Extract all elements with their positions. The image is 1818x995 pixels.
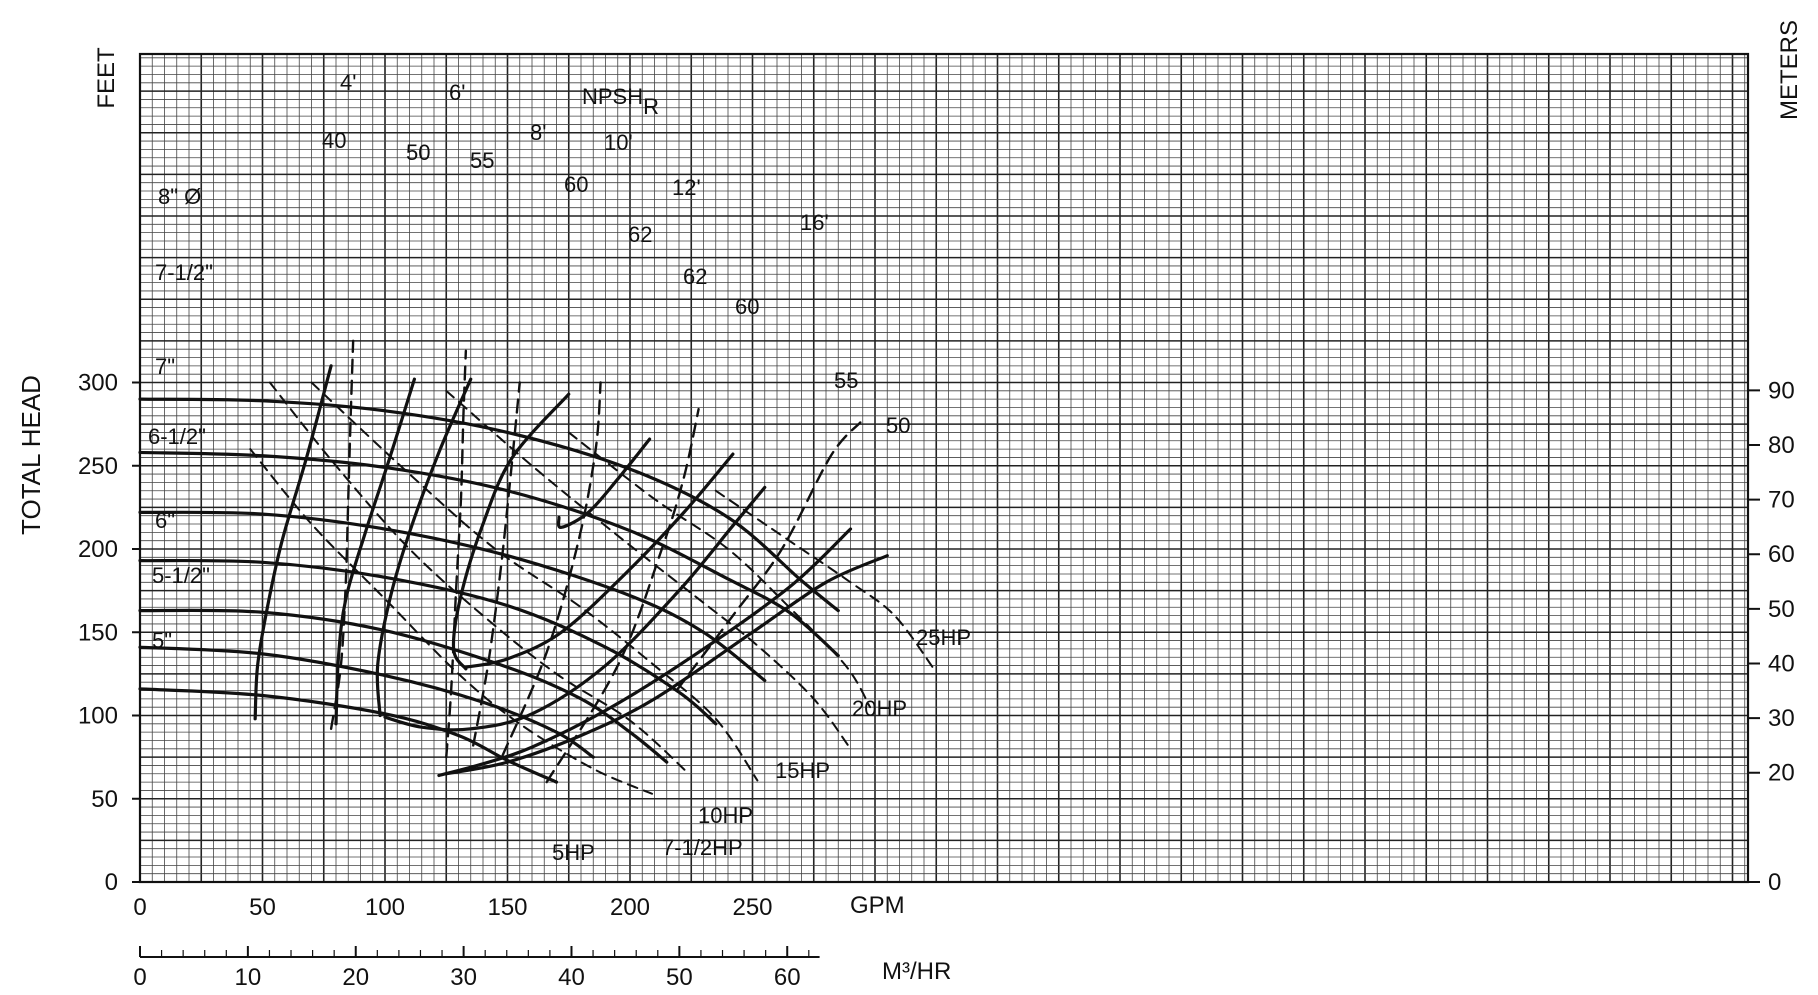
y-axis-title: TOTAL HEAD [16, 375, 46, 535]
power-label-5hp: 5HP [552, 840, 595, 865]
efficiency-label-50b: 50 [886, 413, 910, 438]
y2-tick-label: 70 [1768, 487, 1795, 514]
x2-tick-label: 60 [774, 964, 801, 991]
npsh-label-12: 12' [672, 175, 701, 200]
impeller-curve-5 [138, 645, 595, 759]
power-curve-5 [714, 489, 935, 670]
efficiency-curve-4 [556, 437, 652, 529]
impeller-curve-3 [138, 558, 718, 726]
efficiency-label-60: 60 [564, 172, 588, 197]
x2-tick-label: 0 [133, 964, 146, 991]
y-tick-label: 200 [78, 536, 118, 563]
power-label-10hp: 10HP [698, 803, 753, 828]
power-label-7-5hp: 7-1/2HP [662, 835, 743, 860]
power-curve-4 [567, 431, 872, 709]
impeller-curve-6 [138, 687, 559, 784]
impeller-label-6-5: 6-1/2" [148, 424, 206, 449]
x2-tick-label: 10 [235, 964, 262, 991]
y2-tick-label: 80 [1768, 432, 1795, 459]
efficiency-label-62a: 62 [628, 222, 652, 247]
efficiency-curve-2 [375, 377, 473, 718]
y-tick-label: 0 [105, 869, 118, 896]
npsh-label-8: 8' [530, 120, 546, 145]
x2-tick-label: 40 [558, 964, 585, 991]
impeller-curve-1 [138, 450, 840, 658]
power-label-15hp: 15HP [775, 758, 830, 783]
x-axis-unit-m3hr: M³/HR [882, 958, 951, 985]
efficiency-curve-0 [253, 364, 333, 721]
x-axis-unit-gpm: GPM [850, 892, 905, 919]
efficiency-label-55: 55 [470, 148, 494, 173]
x-tick-label: 150 [487, 894, 527, 921]
x-tick-label: 100 [365, 894, 405, 921]
y2-tick-label: 40 [1768, 650, 1795, 677]
efficiency-label-60b: 60 [735, 294, 759, 319]
power-curve-0 [249, 448, 654, 795]
x2-tick-label: 50 [666, 964, 693, 991]
efficiency-label-55b: 55 [834, 368, 858, 393]
npshr-curve-0 [329, 339, 355, 731]
npsh-label-16: 16' [800, 210, 829, 235]
power-label-20hp: 20HP [852, 696, 907, 721]
npshr-curve-5 [675, 421, 862, 692]
x-tick-label: 250 [732, 894, 772, 921]
efficiency-label-62b: 62 [683, 264, 707, 289]
y2-tick-label: 50 [1768, 596, 1795, 623]
x2-tick-label: 20 [342, 964, 369, 991]
power-curve-1 [268, 381, 690, 775]
impeller-curve-4 [138, 608, 669, 764]
chart-annotations: FEET TOTAL HEAD METERS GPM M³/HR NPSHR 8… [16, 20, 1803, 985]
y-tick-label: 300 [78, 370, 118, 397]
efficiency-curve-5 [464, 452, 735, 669]
y2-tick-label: 0 [1768, 869, 1781, 896]
y2-tick-label: 20 [1768, 760, 1795, 787]
y-axis-unit-feet: FEET [93, 47, 120, 109]
chart-curves [138, 339, 935, 795]
plot-border [138, 52, 1750, 884]
impeller-label-5: 5" [152, 628, 172, 653]
npsh-label-4: 4' [340, 70, 356, 95]
impeller-label-7-5: 7-1/2" [155, 260, 213, 285]
efficiency-curve-6 [383, 485, 767, 732]
y-tick-label: 100 [78, 703, 118, 730]
impeller-label-7: 7" [155, 354, 175, 379]
y2-tick-label: 90 [1768, 377, 1795, 404]
impeller-label-8: 8" Ø [158, 184, 201, 209]
npshr-curve-2 [472, 381, 521, 747]
x-tick-label: 0 [133, 894, 146, 921]
efficiency-label-50: 50 [406, 140, 430, 165]
impeller-curve-2 [138, 510, 767, 683]
chart-grid [138, 52, 1750, 884]
npshr-curve-3 [501, 381, 602, 757]
x-tick-label: 200 [610, 894, 650, 921]
y2-tick-label: 60 [1768, 541, 1795, 568]
efficiency-curve-7 [437, 527, 853, 778]
x-tick-label: 50 [249, 894, 276, 921]
efficiency-label-40: 40 [322, 128, 346, 153]
power-label-25hp: 25HP [916, 625, 971, 650]
impeller-label-5-5: 5-1/2" [152, 563, 210, 588]
efficiency-curve-1 [334, 377, 416, 726]
y-tick-label: 150 [78, 619, 118, 646]
y-tick-label: 250 [78, 453, 118, 480]
impeller-curve-0 [138, 397, 840, 613]
y-axis-right-title: METERS [1776, 20, 1803, 120]
impeller-label-6: 6" [155, 508, 175, 533]
npsh-label-10: 10' [604, 130, 633, 155]
x2-tick-label: 30 [450, 964, 477, 991]
npsh-title: NPSHR [582, 84, 659, 119]
y2-tick-label: 30 [1768, 705, 1795, 732]
npsh-label-6: 6' [449, 80, 465, 105]
npshr-curve-4 [545, 407, 700, 784]
y-tick-label: 50 [91, 786, 118, 813]
